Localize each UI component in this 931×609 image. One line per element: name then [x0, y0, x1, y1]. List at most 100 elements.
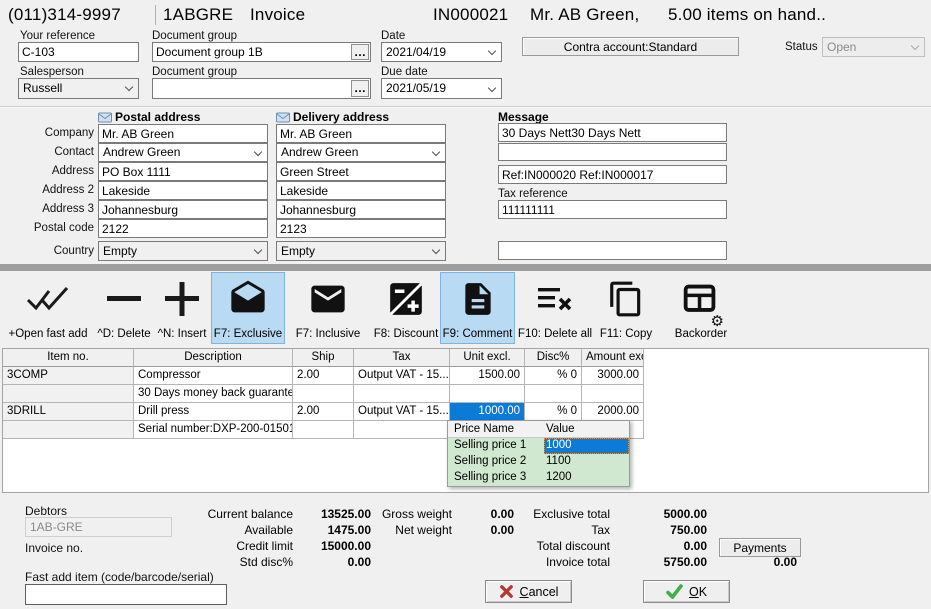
fast-add-item-input[interactable] — [25, 584, 227, 605]
minus-icon — [105, 273, 143, 325]
column-header-item-no[interactable]: Item no. — [3, 349, 134, 367]
net-weight-value: 0.00 — [490, 523, 514, 537]
cell-item-no[interactable]: 3DRILL — [3, 403, 134, 421]
delivery-postal-code-input[interactable] — [276, 219, 446, 238]
column-header-description[interactable]: Description — [134, 349, 293, 367]
price-popup-row[interactable]: Selling price 3 1200 — [448, 470, 629, 486]
cell-unit-excl-selected[interactable]: 1000.00 — [450, 403, 525, 421]
cell-unit-excl[interactable] — [450, 385, 525, 403]
column-header-ship[interactable]: Ship — [293, 349, 354, 367]
available-value: 1475.00 — [327, 523, 371, 537]
cell-tax[interactable] — [354, 385, 450, 403]
cell-ship[interactable]: 2.00 — [293, 403, 354, 421]
column-header-amount-excl[interactable]: Amount excl. — [582, 349, 644, 367]
cell-item-no[interactable]: 3COMP — [3, 367, 134, 385]
toolbar-delete-line[interactable]: ^D: Delete — [95, 272, 153, 344]
cancel-button[interactable]: Cancel — [485, 580, 572, 603]
net-weight-label: Net weight — [395, 523, 452, 537]
total-discount-label: Total discount — [536, 539, 610, 553]
delivery-contact-dropdown[interactable]: Andrew Green — [276, 143, 446, 162]
document-group2-input[interactable]: … — [152, 78, 371, 99]
customer-name: Mr. AB Green, — [530, 5, 640, 24]
gross-weight-value: 0.00 — [490, 507, 514, 521]
postal-address2-input[interactable] — [98, 181, 268, 200]
document-group1-input[interactable]: Document group 1B … — [152, 42, 371, 62]
price-value-selected[interactable]: 1000 — [544, 438, 629, 454]
tax-total-label: Tax — [591, 523, 610, 537]
toolbar-open-fast-add[interactable]: +Open fast add — [6, 272, 90, 344]
cell-tax[interactable] — [354, 421, 450, 439]
message-extra-input[interactable] — [498, 241, 727, 260]
your-reference-input[interactable] — [18, 42, 139, 62]
status-dropdown: Open — [822, 37, 925, 57]
ok-button[interactable]: OK — [643, 580, 730, 603]
chevron-down-icon — [124, 82, 134, 92]
price-value[interactable]: 1100 — [546, 455, 571, 467]
salesperson-dropdown[interactable]: Russell — [18, 78, 139, 99]
copy-icon — [607, 273, 645, 325]
price-popup-row[interactable]: Selling price 2 1100 — [448, 454, 629, 470]
delivery-address-input[interactable] — [276, 162, 446, 181]
toolbar-delete-all[interactable]: F10: Delete all — [517, 272, 593, 344]
postal-company-input[interactable] — [98, 124, 268, 143]
price-popup-row[interactable]: Selling price 1 1000 — [448, 438, 629, 454]
cell-tax[interactable]: Output VAT - 15... — [354, 367, 450, 385]
toolbar-backorder[interactable]: ⚙ Backorder — [659, 272, 743, 344]
cell-ship[interactable] — [293, 421, 354, 439]
chevron-down-icon — [431, 245, 441, 255]
delivery-company-input[interactable] — [276, 124, 446, 143]
contra-account-button[interactable]: Contra account:Standard — [522, 37, 739, 56]
column-header-tax[interactable]: Tax — [354, 349, 450, 367]
document-group1-lookup-button[interactable]: … — [351, 44, 369, 60]
toolbar-inclusive[interactable]: F7: Inclusive — [289, 272, 367, 344]
toolbar-discount[interactable]: F8: Discount — [369, 272, 443, 344]
message-line1-input[interactable] — [498, 123, 727, 142]
cell-amount-excl[interactable]: 3000.00 — [582, 367, 644, 385]
postal-code-input[interactable] — [98, 219, 268, 238]
toolbar-label: +Open fast add — [8, 328, 88, 340]
delivery-country-dropdown[interactable]: Empty — [276, 241, 446, 261]
cell-disc[interactable]: % 0 — [525, 367, 582, 385]
toolbar-copy[interactable]: F11: Copy — [597, 272, 655, 344]
cell-disc[interactable] — [525, 385, 582, 403]
chevron-down-icon — [487, 83, 497, 93]
toolbar-comment[interactable]: F9: Comment — [440, 272, 515, 344]
due-date-picker[interactable]: 2021/05/19 — [381, 78, 502, 99]
exclusive-total-label: Exclusive total — [533, 507, 610, 521]
date-picker[interactable]: 2021/04/19 — [381, 42, 502, 62]
delivery-address3-input[interactable] — [276, 200, 446, 219]
toolbar-exclusive[interactable]: F7: Exclusive — [211, 272, 285, 344]
postal-address3-input[interactable] — [98, 200, 268, 219]
postal-contact-dropdown[interactable]: Andrew Green — [98, 143, 268, 162]
message-line3-input[interactable] — [498, 165, 727, 184]
table-gear-icon: ⚙ — [682, 273, 724, 329]
tax-reference-input[interactable] — [498, 200, 727, 219]
document-group2-lookup-button[interactable]: … — [351, 80, 369, 97]
cell-description[interactable]: Compressor — [134, 367, 293, 385]
column-header-disc[interactable]: Disc% — [525, 349, 582, 367]
message-line2-input[interactable] — [498, 143, 727, 161]
cell-unit-excl[interactable]: 1500.00 — [450, 367, 525, 385]
cell-amount-excl[interactable] — [582, 385, 644, 403]
cell-item-no[interactable] — [3, 421, 134, 439]
cell-ship[interactable]: 2.00 — [293, 367, 354, 385]
cell-disc[interactable]: % 0 — [525, 403, 582, 421]
cell-amount-excl[interactable]: 2000.00 — [582, 403, 644, 421]
column-header-unit-excl[interactable]: Unit excl. — [450, 349, 525, 367]
price-value[interactable]: 1200 — [546, 471, 572, 483]
cell-description[interactable]: Drill press — [134, 403, 293, 421]
postal-country-dropdown[interactable]: Empty — [98, 241, 268, 261]
delivery-address2-input[interactable] — [276, 181, 446, 200]
cell-item-no[interactable] — [3, 385, 134, 403]
price-lookup-popup: Price Name Value Selling price 1 1000 Se… — [447, 420, 630, 487]
toolbar-insert-line[interactable]: ^N: Insert — [153, 272, 211, 344]
price-popup-header: Price Name Value — [448, 421, 629, 438]
cell-tax[interactable]: Output VAT - 15... — [354, 403, 450, 421]
cell-description[interactable]: Serial number:DXP-200-01501 — [134, 421, 293, 439]
total-discount-value: 0.00 — [683, 539, 707, 553]
cell-description[interactable]: 30 Days money back guarantee. — [134, 385, 293, 403]
grid-row: 3DRILL Drill press 2.00 Output VAT - 15.… — [3, 403, 928, 421]
postal-address-input[interactable] — [98, 162, 268, 181]
payments-button[interactable]: Payments — [719, 538, 801, 557]
cell-ship[interactable] — [293, 385, 354, 403]
